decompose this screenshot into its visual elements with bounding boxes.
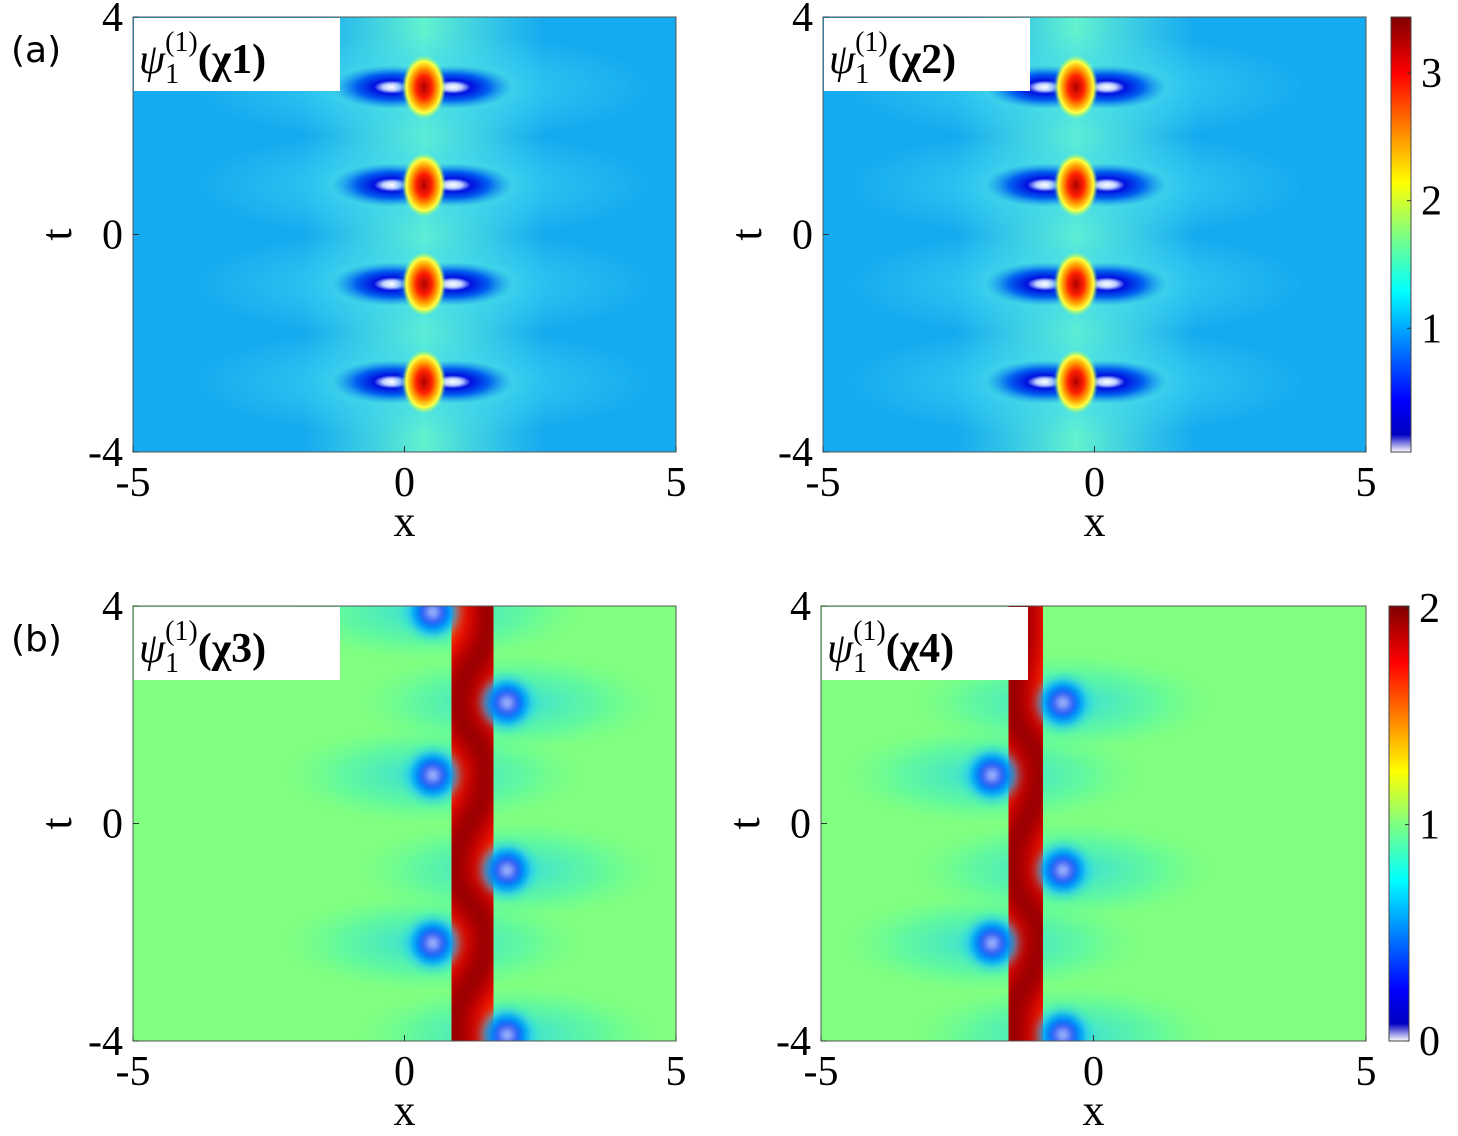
x-tick-label: 5	[1356, 460, 1377, 506]
panel-formula: ψ1(1)(χ4)	[827, 616, 954, 679]
colorbar-tick-label: 3	[1421, 51, 1442, 97]
x-tick-label: 0	[394, 460, 415, 506]
y-tick-label: 0	[792, 213, 813, 259]
x-tick-label: 5	[666, 460, 687, 506]
peak	[1054, 251, 1099, 316]
colorbar-tick-label: 2	[1421, 179, 1442, 225]
panel-letter: (a)	[11, 30, 61, 71]
panel-formula: ψ1(1)(χ2)	[829, 27, 956, 90]
peak	[1054, 349, 1099, 414]
y-tick-label: 4	[792, 0, 813, 41]
y-axis-label: t	[720, 817, 769, 829]
panel: -5 0 5 -4 0 4 x t ψ1(1)(χ1) (a)	[11, 0, 687, 546]
ridge-shade	[1001, 606, 1051, 1041]
x-tick-label: 0	[1083, 1049, 1104, 1095]
formula-symbol: ψ	[829, 37, 856, 83]
plot-area	[133, 17, 676, 452]
formula-sub: 1	[165, 59, 179, 90]
y-tick-label: -4	[88, 430, 123, 476]
peak	[1054, 55, 1099, 120]
colorbar	[1390, 16, 1412, 453]
x-axis-label: x	[394, 1086, 416, 1135]
formula-arg: (χ4)	[886, 626, 954, 672]
peak	[402, 349, 447, 414]
x-tick-label: -5	[806, 460, 841, 506]
formula-sup: (1)	[853, 616, 886, 647]
colorbar-tick-label: 1	[1419, 803, 1440, 849]
formula-sub: 1	[855, 59, 869, 90]
x-tick-label: 0	[1084, 460, 1105, 506]
formula-sup: (1)	[165, 616, 198, 647]
peak	[402, 153, 447, 218]
hole	[402, 745, 463, 806]
hole	[477, 1005, 538, 1041]
y-axis-label: t	[722, 228, 771, 240]
ridge-shade	[444, 606, 500, 1041]
formula-symbol: ψ	[827, 626, 854, 672]
y-axis-label: t	[32, 817, 81, 829]
y-tick-label: 0	[790, 802, 811, 848]
panel: -5 0 5 -4 0 4 x t ψ1(1)(χ3) (b)	[11, 584, 687, 1135]
colorbar	[1388, 605, 1410, 1042]
hole	[402, 606, 463, 642]
y-tick-label: 4	[790, 584, 811, 630]
y-tick-label: 0	[102, 213, 123, 259]
y-tick-label: 4	[102, 584, 123, 630]
x-tick-label: 0	[394, 1049, 415, 1095]
x-tick-label: -5	[804, 1049, 839, 1095]
x-axis-label: x	[394, 497, 416, 546]
colorbar-tick-label: 0	[1419, 1019, 1440, 1065]
hole	[1032, 672, 1093, 733]
y-tick-label: -4	[88, 1019, 123, 1065]
formula-symbol: ψ	[139, 626, 166, 672]
y-axis-label: t	[32, 228, 81, 240]
formula-arg: (χ1)	[198, 37, 266, 83]
label-box	[822, 607, 1028, 680]
panel-letter: (b)	[11, 619, 62, 660]
hole	[1032, 1005, 1093, 1041]
colorbar-tick-label: 1	[1421, 306, 1442, 352]
colorbar-tick-label: 2	[1419, 586, 1440, 632]
hole	[477, 672, 538, 733]
x-tick-label: 5	[666, 1049, 687, 1095]
formula-arg: (χ3)	[198, 626, 266, 672]
formula-arg: (χ2)	[888, 37, 956, 83]
label-box	[134, 607, 340, 680]
y-tick-label: -4	[778, 430, 813, 476]
panel-formula: ψ1(1)(χ1)	[139, 27, 266, 90]
y-tick-label: -4	[776, 1019, 811, 1065]
formula-sub: 1	[165, 648, 179, 679]
formula-symbol: ψ	[139, 37, 166, 83]
y-tick-label: 0	[102, 802, 123, 848]
x-tick-label: -5	[116, 460, 151, 506]
x-axis-label: x	[1083, 1086, 1105, 1135]
hole	[477, 840, 538, 901]
plot-area	[133, 606, 676, 1041]
y-tick-label: 4	[102, 0, 123, 41]
peak	[402, 55, 447, 120]
formula-sup: (1)	[165, 27, 198, 58]
panel-formula: ψ1(1)(χ3)	[139, 616, 266, 679]
peak	[402, 251, 447, 316]
hole	[962, 745, 1023, 806]
hole	[962, 913, 1023, 974]
peak	[1054, 153, 1099, 218]
formula-sub: 1	[853, 648, 867, 679]
label-box	[824, 18, 1030, 91]
formula-sup: (1)	[855, 27, 888, 58]
label-box	[134, 18, 340, 91]
hole	[402, 913, 463, 974]
x-tick-label: -5	[116, 1049, 151, 1095]
x-axis-label: x	[1084, 497, 1106, 546]
hole	[1032, 840, 1093, 901]
x-tick-label: 5	[1356, 1049, 1377, 1095]
